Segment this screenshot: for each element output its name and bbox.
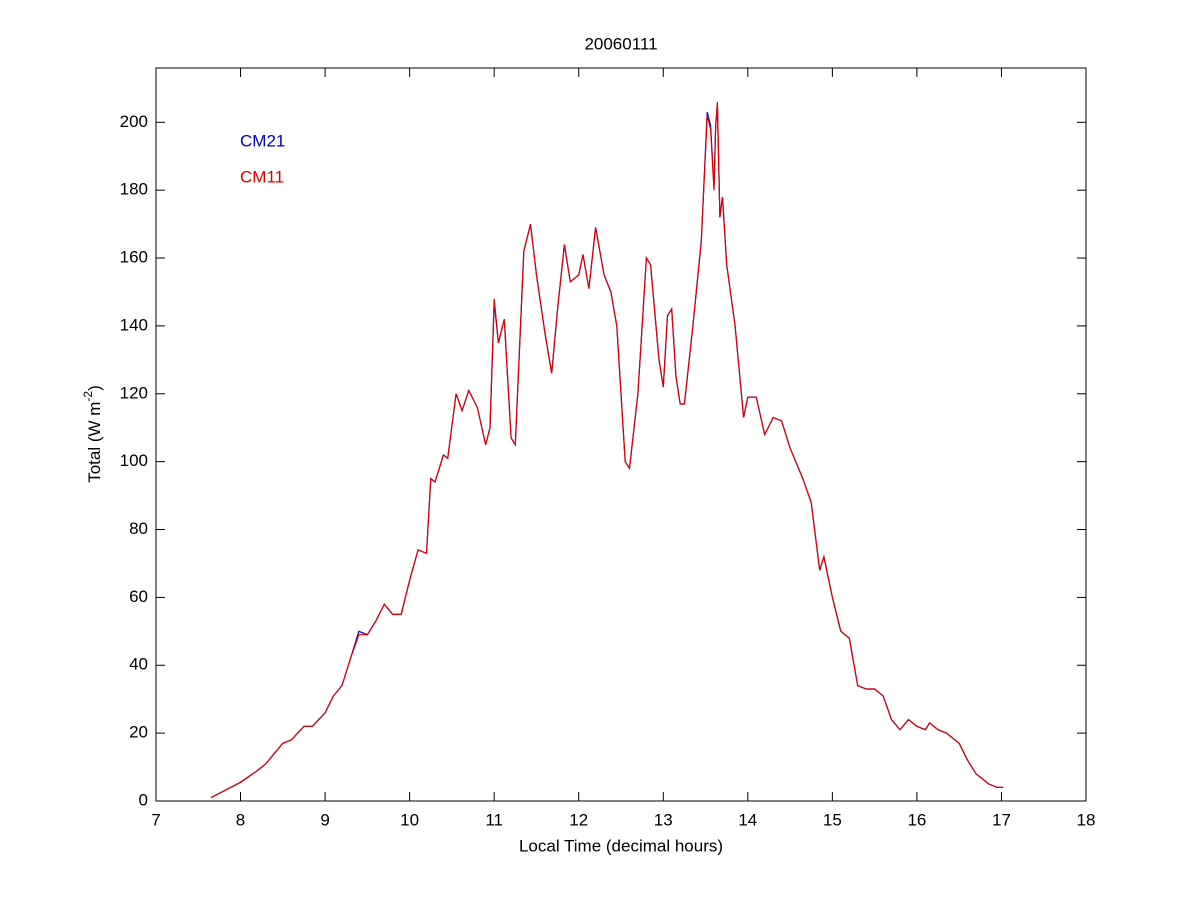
x-tick-label: 10 — [400, 810, 419, 829]
x-tick-label: 17 — [992, 810, 1011, 829]
x-tick-label: 8 — [236, 810, 245, 829]
x-axis-label: Local Time (decimal hours) — [519, 836, 723, 855]
legend-entry: CM11 — [240, 167, 284, 186]
y-tick-label: 180 — [120, 180, 148, 199]
plot-box — [155, 67, 1087, 802]
x-tick-label: 16 — [907, 810, 926, 829]
data-line — [210, 101, 1004, 799]
y-label-superscript: -2 — [81, 391, 95, 402]
y-label-suffix: ) — [85, 385, 104, 391]
y-tick-label: 80 — [129, 519, 148, 538]
y-tick-label: 200 — [120, 112, 148, 131]
x-tick-label: 14 — [738, 810, 757, 829]
y-tick-label: 60 — [129, 587, 148, 606]
x-tick-label: 13 — [654, 810, 673, 829]
chart-title: 20060111 — [584, 34, 657, 53]
y-tick-label: 40 — [129, 655, 148, 674]
y-tick-label: 140 — [120, 315, 148, 334]
legend-entry: CM21 — [240, 131, 285, 150]
y-tick-label: 0 — [139, 790, 148, 809]
x-tick-label: 18 — [1077, 810, 1096, 829]
y-tick-label: 160 — [120, 248, 148, 267]
x-tick-label: 9 — [320, 810, 329, 829]
y-tick-label: 20 — [129, 723, 148, 742]
x-tick-label: 7 — [151, 810, 160, 829]
y-tick-label: 100 — [120, 451, 148, 470]
x-tick-label: 15 — [823, 810, 842, 829]
y-axis-label: Total (W m-2) — [81, 385, 104, 483]
y-label-text: Total (W m — [85, 402, 104, 483]
x-tick-label: 11 — [485, 810, 503, 829]
y-tick-label: 120 — [120, 383, 148, 402]
x-tick-label: 12 — [569, 810, 588, 829]
